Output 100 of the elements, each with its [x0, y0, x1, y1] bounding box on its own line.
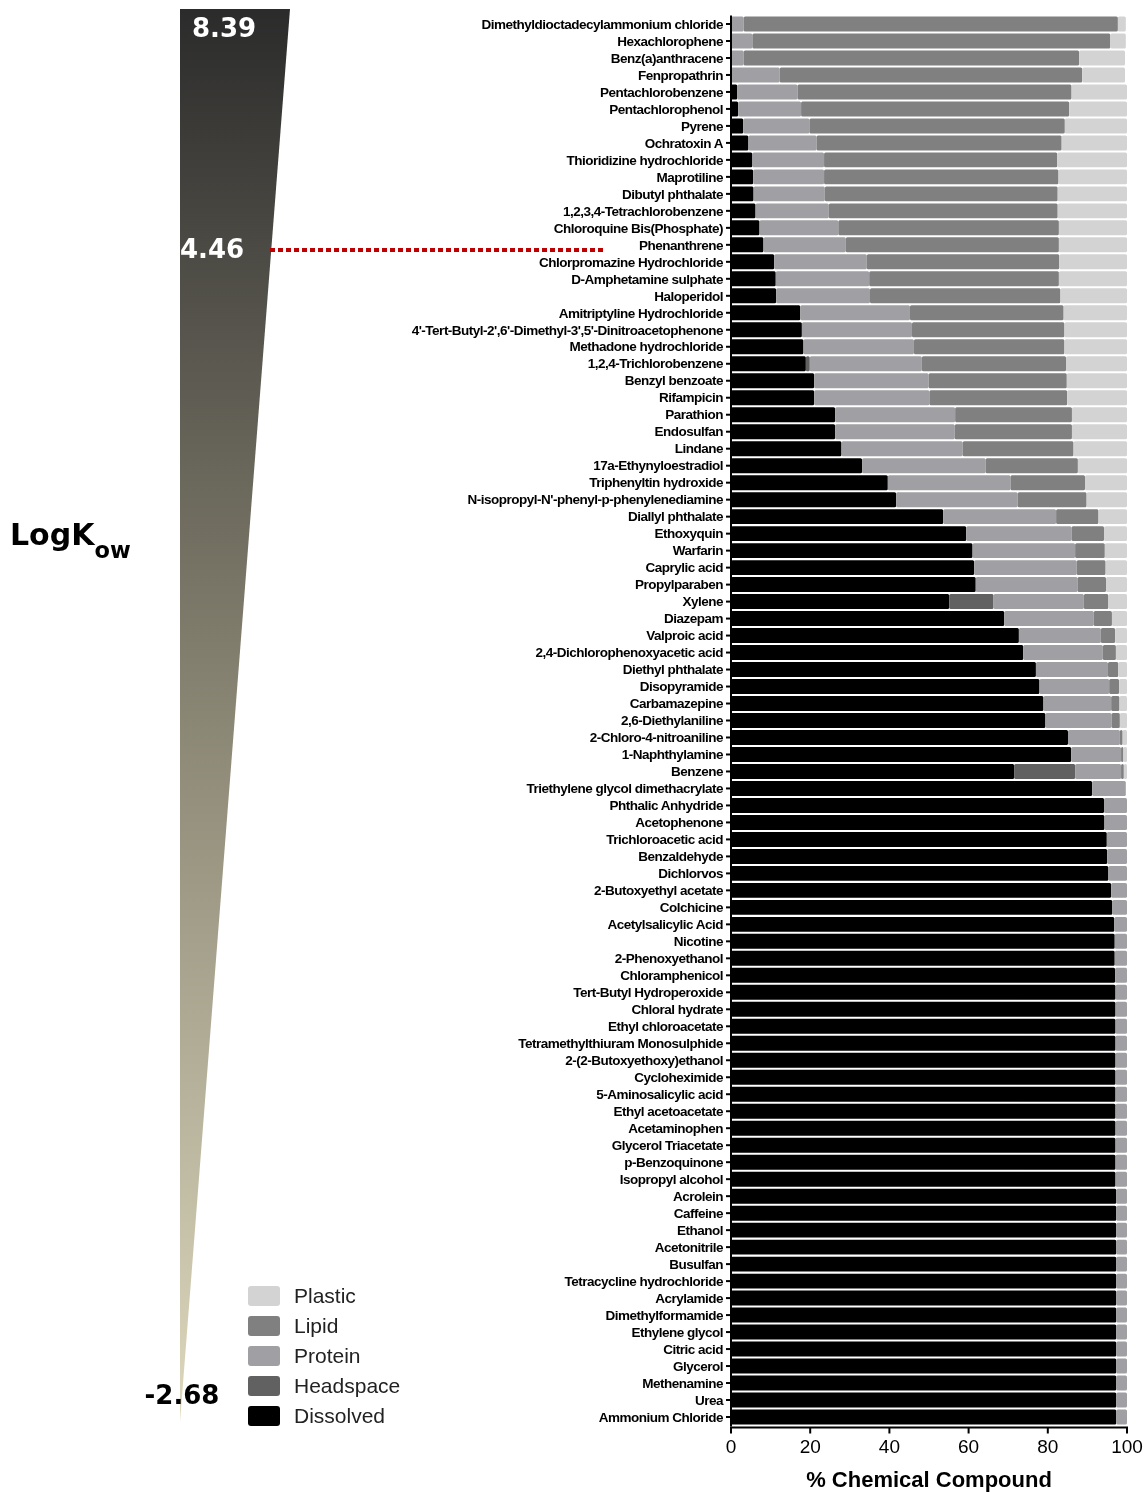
bar [1093, 611, 1112, 627]
y-tick-label: Propylparaben [634, 577, 724, 593]
y-tick-label: Warfarin [672, 543, 724, 559]
bar [1114, 933, 1127, 949]
y-tick-label: Phenanthrene [638, 237, 724, 253]
y-tick-label: Phthalic Anhydride [609, 798, 724, 814]
bar [1077, 577, 1107, 593]
bar [1018, 628, 1101, 644]
bar [1071, 407, 1127, 423]
bar [1071, 747, 1122, 762]
bar [1118, 662, 1127, 678]
bar [1115, 1154, 1127, 1170]
bar [955, 407, 1072, 423]
bar [1057, 186, 1127, 202]
bar [845, 237, 1059, 253]
y-tick-label: p-Benzoquinone [624, 1154, 724, 1170]
y-tick-label: Disopyramide [639, 679, 724, 695]
y-tick-label: Diallyl phthalate [627, 509, 724, 525]
bar [1115, 1069, 1127, 1085]
y-tick-label: Carbamazepine [629, 696, 724, 712]
bar [1107, 662, 1119, 678]
bar [1059, 254, 1127, 270]
bar [753, 186, 825, 202]
y-tick-label: Acrylamide [655, 1290, 724, 1306]
bar [1116, 1222, 1127, 1238]
y-tick-label: 17a-Ethynyloestradiol [593, 458, 723, 474]
bar [835, 407, 956, 423]
bar [1077, 458, 1127, 474]
bar [1111, 696, 1120, 711]
bar [738, 101, 802, 117]
bar [1114, 950, 1127, 966]
bar [774, 254, 867, 270]
bar [1043, 696, 1112, 711]
y-tick-label: Ethyl chloroacetate [607, 1019, 724, 1035]
bar [921, 356, 1067, 372]
bar [954, 424, 1072, 440]
y-tick-label: Ethyl acetoacetate [613, 1103, 724, 1119]
bar [775, 271, 870, 287]
bar [1116, 1205, 1127, 1221]
bar [797, 84, 1072, 100]
y-tick-label: Trichloroacetic acid [606, 832, 724, 848]
bar [1104, 526, 1127, 542]
y-tick-label: Benzene [670, 764, 724, 780]
bar [1085, 475, 1127, 491]
bar [824, 169, 1059, 185]
y-tick-label: Lindane [674, 441, 724, 457]
bar [1110, 33, 1126, 49]
bar [975, 577, 1078, 593]
bar [1116, 1188, 1127, 1204]
y-tick-label: Acetonitrile [654, 1239, 724, 1255]
y-tick-label: Isopropyl alcohol [619, 1171, 723, 1187]
bar [929, 390, 1068, 406]
y-tick-label: 5-Aminosalicylic acid [596, 1086, 724, 1102]
bar [1064, 322, 1127, 338]
y-tick-label: Acetophenone [635, 815, 724, 831]
y-tick-label: Pentachlorophenol [609, 101, 723, 117]
bar [949, 594, 994, 610]
y-tick-label: Busulfan [669, 1256, 724, 1272]
bar [1116, 1239, 1127, 1255]
bar [1076, 560, 1106, 576]
bar [753, 169, 825, 185]
y-tick-label: N-isopropyl-N'-phenyl-p-phenylenediamine [467, 492, 724, 508]
bar [1045, 713, 1112, 728]
bar [743, 118, 810, 134]
y-tick-label: Tetracycline hydrochloride [564, 1273, 724, 1289]
y-tick-label: 1,2,3,4-Tetrachlorobenzene [562, 203, 724, 219]
bar [1071, 84, 1127, 100]
bar [1066, 356, 1127, 372]
y-tick-label: 2-(2-Butoxyethoxy)ethanol [565, 1052, 723, 1068]
bar [803, 339, 914, 355]
bar [1117, 16, 1126, 32]
y-tick-label: 2-Butoxyethyl acetate [593, 883, 724, 899]
bar [809, 356, 922, 372]
bar [1112, 899, 1127, 915]
x-axis-title: % Chemical Compound [806, 1467, 1052, 1492]
bar [1116, 1358, 1127, 1374]
y-tick-label: 2-Phenoxyethanol [614, 951, 723, 967]
bar [1114, 916, 1127, 932]
bar [824, 152, 1058, 168]
y-tick-label: Ethanol [677, 1222, 723, 1238]
bar [896, 492, 1018, 508]
y-tick-label: Citric acid [663, 1341, 724, 1357]
x-tick-label: 20 [799, 1435, 821, 1457]
bar [1115, 645, 1127, 661]
bar [972, 543, 1076, 559]
y-tick-label: Ammonium Chloride [598, 1409, 724, 1425]
bar [1119, 696, 1127, 711]
bar [1071, 526, 1105, 542]
y-tick-label: Methadone hydrochloride [569, 339, 724, 355]
bar [1116, 1256, 1127, 1272]
y-tick-label: Benzyl benzoate [624, 373, 724, 389]
bar [1061, 135, 1127, 151]
bar [966, 526, 1072, 542]
bar [1115, 1086, 1127, 1102]
text: -2.68 [144, 1380, 220, 1410]
y-tick-label: Triethylene glycol dimethacrylate [526, 781, 724, 797]
bar [838, 220, 1059, 236]
bar [1111, 882, 1127, 898]
y-tick-label: Urea [694, 1392, 724, 1408]
y-tick-label: Endosulfan [654, 424, 724, 440]
